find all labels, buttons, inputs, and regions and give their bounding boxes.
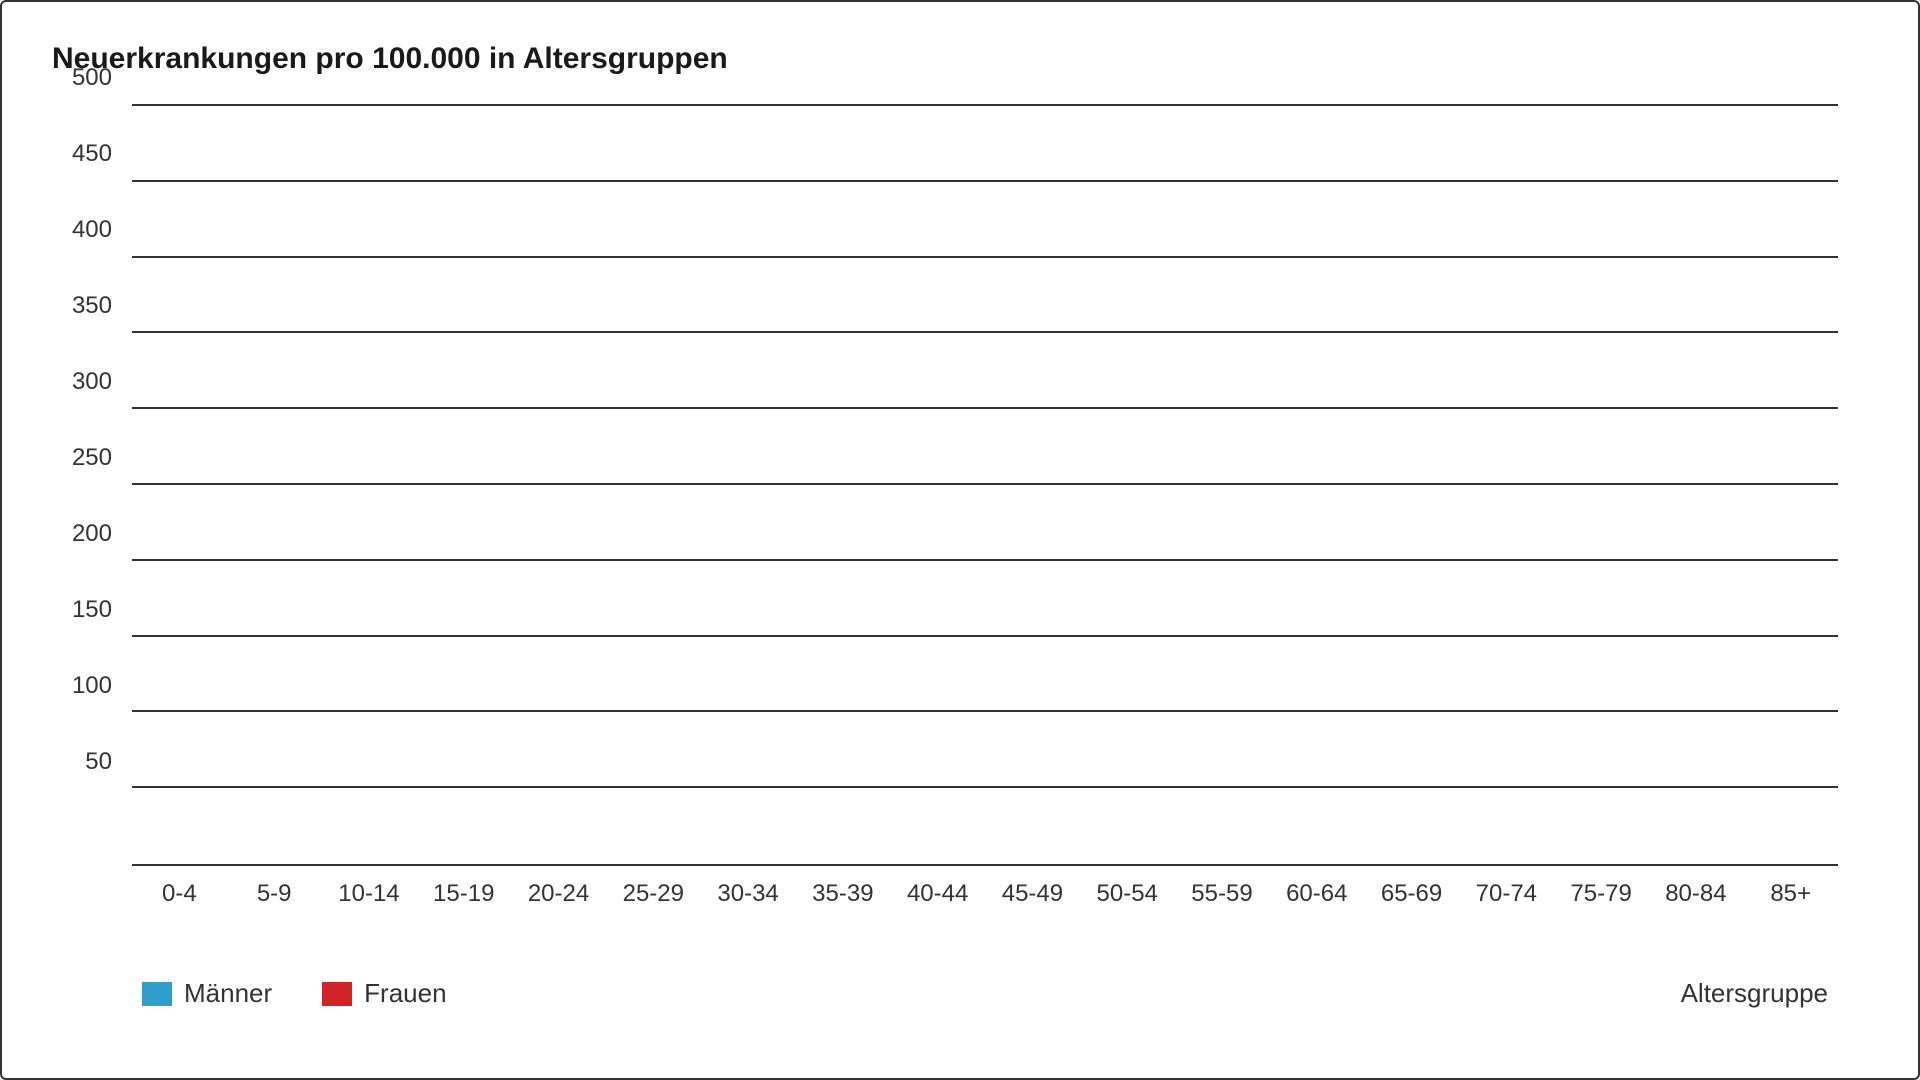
- x-tick: 25-29: [606, 866, 701, 926]
- x-tick: 40-44: [890, 866, 985, 926]
- gridline: [132, 559, 1838, 561]
- legend-label: Männer: [184, 978, 272, 1009]
- y-tick: 150: [72, 596, 112, 624]
- x-tick: 60-64: [1269, 866, 1364, 926]
- gridline: [132, 180, 1838, 182]
- x-tick: 70-74: [1459, 866, 1554, 926]
- gridline: [132, 407, 1838, 409]
- gridline: [132, 256, 1838, 258]
- y-tick: 500: [72, 64, 112, 92]
- x-tick: 75-79: [1554, 866, 1649, 926]
- y-tick: 350: [72, 292, 112, 320]
- legend: Männer Frauen: [142, 978, 447, 1009]
- x-tick: 15-19: [416, 866, 511, 926]
- chart-title: Neuerkrankungen pro 100.000 in Altersgru…: [52, 42, 1868, 76]
- plot-area: [132, 106, 1838, 866]
- x-tick: 50-54: [1080, 866, 1175, 926]
- legend-swatch: [322, 982, 352, 1006]
- legend-item: Frauen: [322, 978, 446, 1009]
- x-tick: 35-39: [795, 866, 890, 926]
- gridline: [132, 786, 1838, 788]
- gridline: [132, 635, 1838, 637]
- legend-item: Männer: [142, 978, 272, 1009]
- x-tick: 30-34: [701, 866, 796, 926]
- gridline: [132, 483, 1838, 485]
- legend-swatch: [142, 982, 172, 1006]
- y-tick: 400: [72, 216, 112, 244]
- x-tick: 10-14: [322, 866, 417, 926]
- y-tick: 250: [72, 444, 112, 472]
- x-axis-label: Altersgruppe: [1681, 978, 1828, 1009]
- y-tick: 50: [85, 748, 112, 776]
- gridline: [132, 331, 1838, 333]
- chart-wrap: 50100150200250300350400450500 0-45-910-1…: [52, 106, 1868, 926]
- y-tick: 100: [72, 672, 112, 700]
- gridline: [132, 104, 1838, 106]
- x-tick: 65-69: [1364, 866, 1459, 926]
- legend-label: Frauen: [364, 978, 446, 1009]
- chart-footer: Männer Frauen Altersgruppe: [52, 978, 1868, 1009]
- bars-container: [132, 106, 1838, 864]
- gridline: [132, 710, 1838, 712]
- x-tick: 55-59: [1175, 866, 1270, 926]
- y-tick: 300: [72, 368, 112, 396]
- x-tick: 45-49: [985, 866, 1080, 926]
- x-tick: 5-9: [227, 866, 322, 926]
- y-axis: 50100150200250300350400450500: [52, 106, 122, 866]
- x-tick: 85+: [1743, 866, 1838, 926]
- x-tick: 20-24: [511, 866, 606, 926]
- y-tick: 200: [72, 520, 112, 548]
- y-tick: 450: [72, 140, 112, 168]
- x-tick: 80-84: [1649, 866, 1744, 926]
- x-tick: 0-4: [132, 866, 227, 926]
- x-axis: 0-45-910-1415-1920-2425-2930-3435-3940-4…: [132, 866, 1838, 926]
